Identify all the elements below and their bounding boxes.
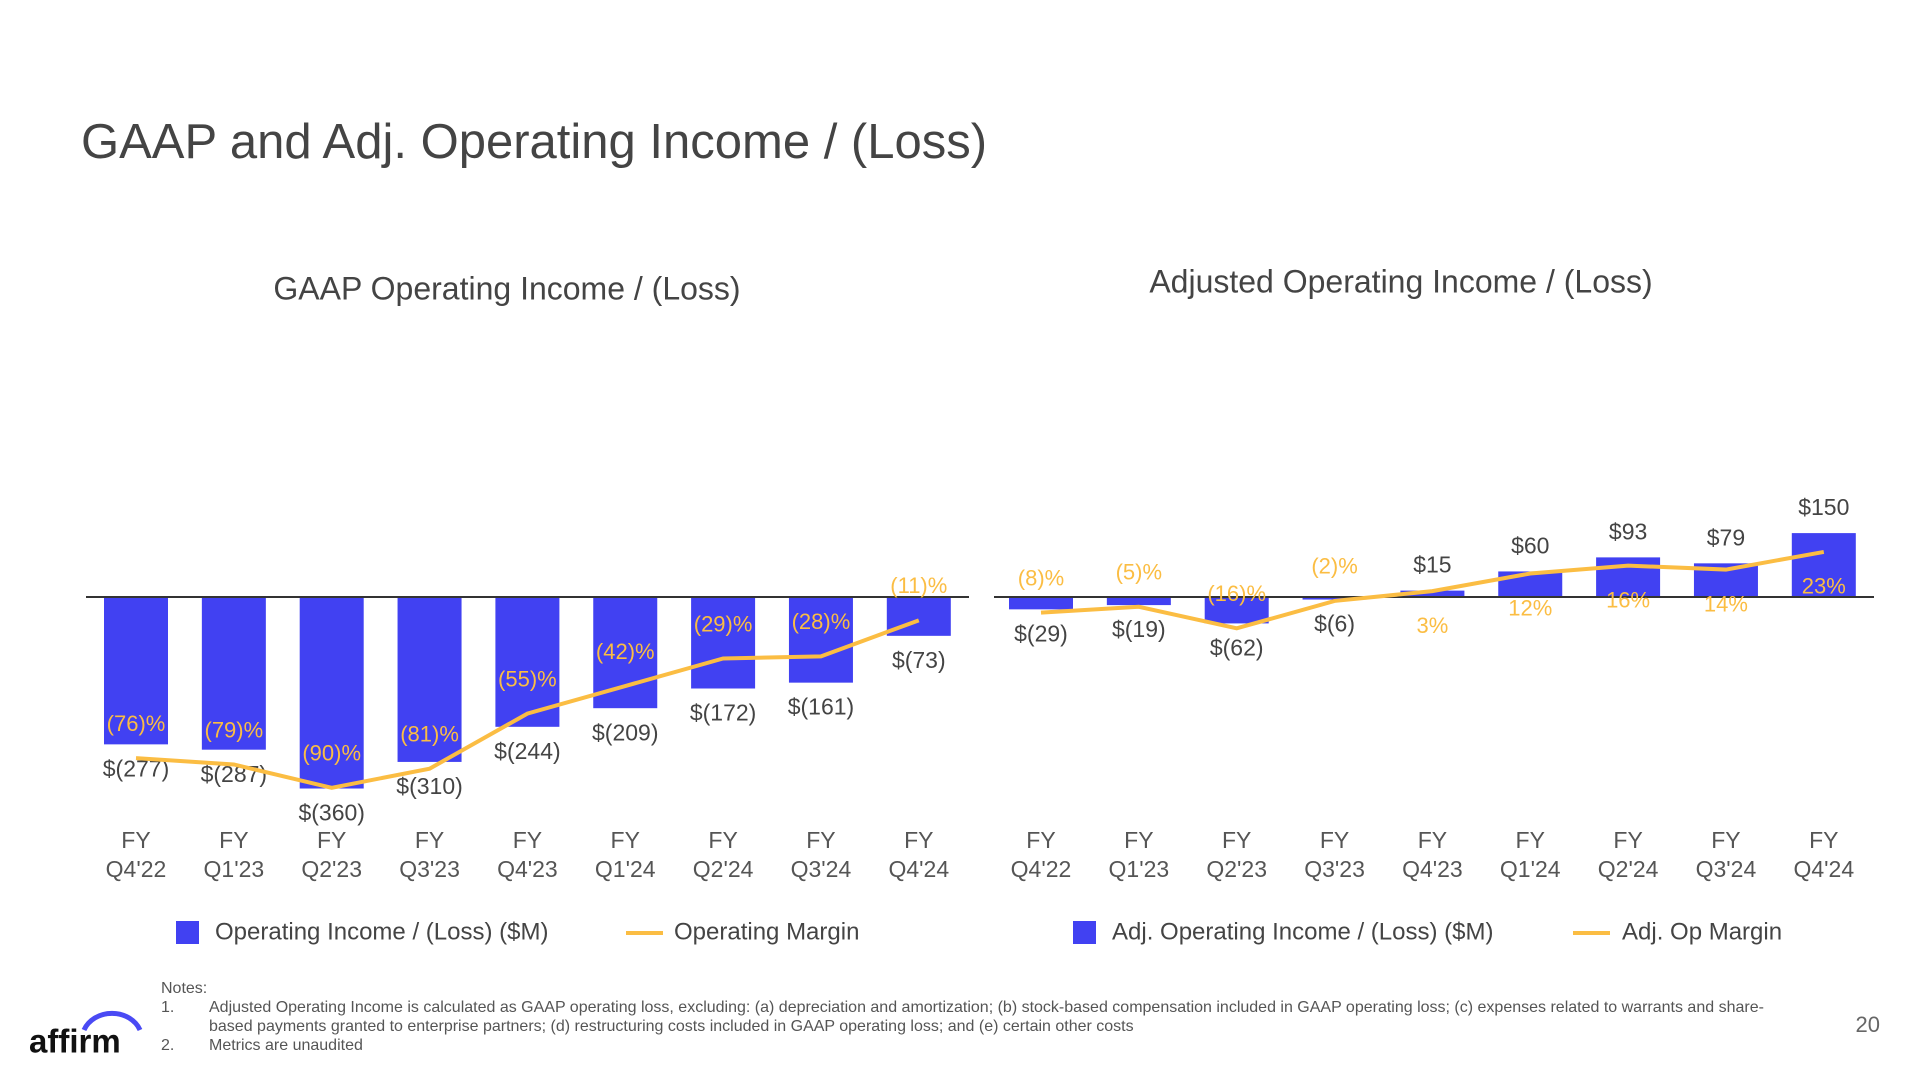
bar-value-label: $(172) <box>690 700 756 726</box>
bar-value-label: $(244) <box>494 738 560 764</box>
bar-value-label: $(19) <box>1112 616 1166 642</box>
note-text: Adjusted Operating Income is calculated … <box>209 999 1764 1035</box>
x-tick-label: FY Q3'24 <box>790 827 852 882</box>
bar-value-label: $150 <box>1798 494 1849 520</box>
bar <box>691 597 756 689</box>
margin-value-label: (55)% <box>498 666 557 691</box>
logo: affirm <box>29 1023 121 1060</box>
bar-value-label: $(29) <box>1014 620 1068 646</box>
x-tick-label: FY Q4'23 <box>1402 827 1463 882</box>
x-tick-label: FY Q4'24 <box>1793 827 1855 882</box>
legend-label: Adj. Op Margin <box>1622 918 1782 945</box>
margin-value-label: (42)% <box>596 639 655 664</box>
x-tick-label: FY Q1'23 <box>203 827 265 882</box>
bar <box>1204 597 1269 624</box>
bar <box>1106 597 1171 606</box>
x-tick-label: FY Q2'24 <box>1597 827 1659 882</box>
margin-line <box>135 618 920 790</box>
bar-value-label: $60 <box>1511 533 1549 559</box>
bar-value-label: $79 <box>1707 524 1745 550</box>
legend-swatch <box>1073 921 1096 944</box>
bar-value-label: $93 <box>1609 518 1647 544</box>
bar <box>397 597 462 762</box>
bar-value-label: $(161) <box>788 694 854 720</box>
legend-label: Adj. Operating Income / (Loss) ($M) <box>1112 918 1493 945</box>
legend-label: Operating Margin <box>674 918 859 945</box>
x-tick-label: FY Q4'24 <box>888 827 950 882</box>
margin-value-label: (5)% <box>1116 560 1162 585</box>
note-number: 2. <box>161 1037 175 1054</box>
x-tick-label: FY Q2'24 <box>692 827 754 882</box>
margin-value-label: 16% <box>1606 587 1650 612</box>
bar-value-label: $(73) <box>892 647 946 673</box>
notes-heading: Notes: <box>161 980 208 997</box>
margin-value-label: (16)% <box>1207 581 1266 606</box>
legend-label: Operating Income / (Loss) ($M) <box>215 918 548 945</box>
bar <box>299 597 364 789</box>
bar-value-label: $(6) <box>1314 611 1355 637</box>
bar <box>788 597 853 683</box>
x-tick-label: FY Q3'23 <box>1304 827 1365 882</box>
margin-value-label: 12% <box>1508 595 1552 620</box>
note-number: 1. <box>161 999 175 1016</box>
x-tick-label: FY Q1'24 <box>1499 827 1561 882</box>
logo-arc <box>81 1010 143 1032</box>
x-tick-label: FY Q4'22 <box>1010 827 1072 882</box>
bar <box>1009 597 1073 610</box>
x-tick-label: FY Q2'23 <box>301 827 363 882</box>
bar <box>1400 590 1465 597</box>
note-text: Metrics are unaudited <box>209 1037 363 1054</box>
margin-value-label: (76)% <box>107 711 166 736</box>
bar <box>495 597 560 727</box>
x-tick-label: FY Q4'23 <box>497 827 558 882</box>
bar <box>201 597 266 750</box>
bar <box>593 597 658 709</box>
bar <box>1302 597 1367 600</box>
chart-title: GAAP Operating Income / (Loss) <box>273 270 740 306</box>
bar-value-label: $(209) <box>592 719 658 745</box>
x-tick-label: FY Q1'24 <box>594 827 656 882</box>
bar-value-label: $(62) <box>1210 634 1264 660</box>
margin-value-label: (81)% <box>400 722 459 747</box>
bar-value-label: $(360) <box>298 800 364 826</box>
margin-value-label: (8)% <box>1018 565 1064 590</box>
margin-value-label: (28)% <box>792 609 851 634</box>
x-tick-label: FY Q4'22 <box>105 827 167 882</box>
margin-value-label: 23% <box>1802 574 1846 599</box>
bar <box>1791 533 1856 597</box>
page-number: 20 <box>1856 1012 1880 1037</box>
margin-value-label: (79)% <box>205 717 264 742</box>
margin-value-label: (2)% <box>1311 554 1357 579</box>
bar-value-label: $15 <box>1413 552 1451 578</box>
x-tick-label: FY Q3'23 <box>399 827 460 882</box>
margin-value-label: (11)% <box>890 573 947 598</box>
margin-value-label: 14% <box>1704 591 1748 616</box>
chart-title: Adjusted Operating Income / (Loss) <box>1149 263 1652 299</box>
x-tick-label: FY Q3'24 <box>1695 827 1757 882</box>
margin-value-label: (90)% <box>302 741 361 766</box>
legend-swatch <box>176 921 199 944</box>
x-tick-label: FY Q2'23 <box>1206 827 1268 882</box>
slide-title: GAAP and Adj. Operating Income / (Loss) <box>81 115 987 169</box>
margin-line <box>1040 549 1825 631</box>
bar-value-label: $(310) <box>396 773 462 799</box>
margin-value-label: 3% <box>1417 613 1449 638</box>
margin-value-label: (29)% <box>694 611 753 636</box>
x-tick-label: FY Q1'23 <box>1108 827 1170 882</box>
bar <box>104 597 168 745</box>
